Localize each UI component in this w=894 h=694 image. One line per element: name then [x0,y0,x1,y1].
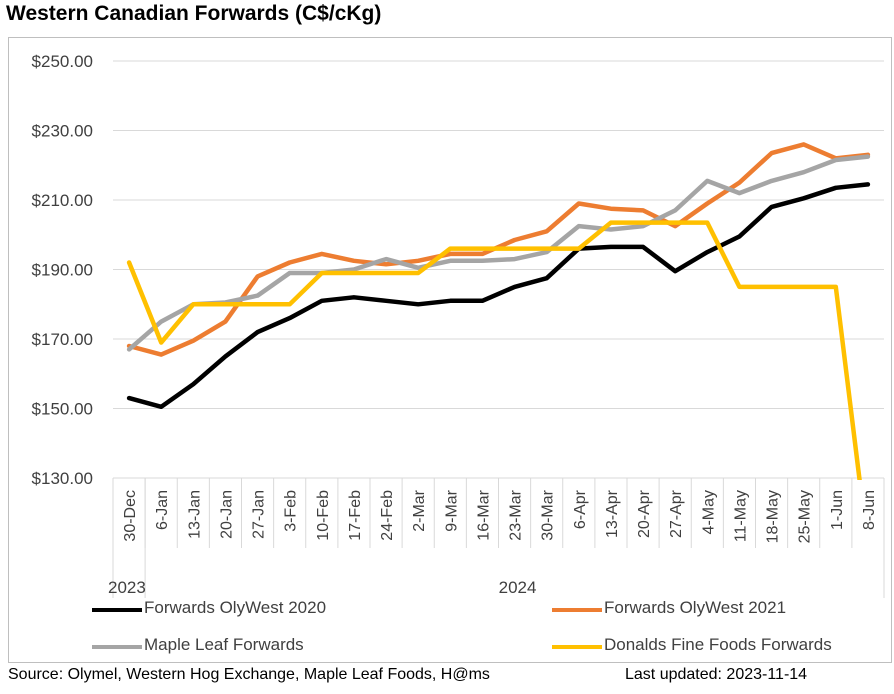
x-tick-label: 11-May [732,490,749,542]
x-tick-label: 16-Mar [475,489,492,540]
x-tick-label: 27-Apr [668,489,685,538]
year-label: 2024 [499,578,537,597]
x-tick-label: 20-Jan [218,490,235,539]
legend-swatch [92,645,142,649]
chart-frame [8,37,892,663]
x-tick-label: 13-Apr [604,489,621,538]
legend-label: Donalds Fine Foods Forwards [604,635,832,654]
x-tick-label: 30-Dec [122,490,139,542]
y-tick-label: $210.00 [32,191,93,210]
x-tick-label: 1-Jun [829,490,846,530]
x-axis: 30-Dec 6-Jan 13-Jan 20-Jan 27-Jan 3-Feb 10-Feb… [108,477,885,598]
x-tick-label: 4-May [700,490,717,534]
x-tick-label: 23-Mar [508,489,525,540]
y-tick-label: $230.00 [32,122,93,141]
legend-swatch [92,608,142,612]
y-axis: $130.00 $150.00 $170.00 $190.00 $210.00 $230.… [32,52,93,488]
series-line [126,220,862,480]
x-tick-label: 6-Jan [154,490,171,530]
x-tick-label: 10-Feb [315,490,332,541]
series-lines [126,142,871,480]
x-tick-label: 20-Apr [636,489,653,538]
gridlines [113,60,884,409]
legend-label: Maple Leaf Forwards [144,635,304,654]
legend-swatch [552,608,602,612]
year-label: 2023 [108,578,146,597]
legend-swatch [552,645,602,649]
series-line [126,182,871,410]
y-tick-label: $150.00 [32,400,93,419]
x-tick-label: 6-Apr [572,489,589,529]
last-updated: Last updated: 2023-11-14 [625,666,808,683]
x-tick-label: 27-Jan [251,490,268,539]
x-tick-label: 18-May [765,490,782,543]
y-tick-label: $190.00 [32,261,93,280]
legend-label: Forwards OlyWest 2020 [144,598,327,617]
series-line [126,154,871,352]
x-tick-label: 3-Feb [283,490,300,532]
x-tick-label: 8-Jun [861,490,878,530]
y-tick-label: $130.00 [32,469,93,488]
legend-label: Forwards OlyWest 2021 [604,598,787,617]
x-tick-label: 24-Feb [379,490,396,541]
y-tick-label: $250.00 [32,52,93,71]
x-tick-label: 13-Jan [186,490,203,539]
x-tick-label: 17-Feb [347,490,364,541]
x-tick-label: 30-Mar [540,489,557,540]
x-tick-label: 9-Mar [443,489,460,531]
x-tick-label: 25-May [797,490,814,543]
source-note: Source: Olymel, Western Hog Exchange, Ma… [8,666,490,683]
x-tick-label: 2-Mar [411,489,428,531]
y-tick-label: $170.00 [32,330,93,349]
chart-title: Western Canadian Forwards (C$/cKg) [6,2,382,25]
